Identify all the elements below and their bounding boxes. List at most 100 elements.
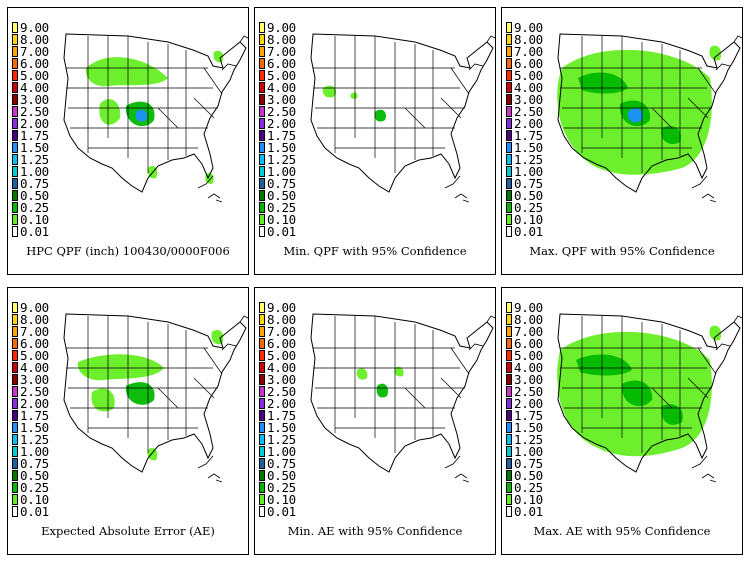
legend-label: 8.00 — [267, 312, 296, 327]
precip-area — [576, 354, 632, 376]
panel-caption: Max. QPF with 95% Confidence — [529, 244, 715, 258]
legend-label: 0.10 — [514, 492, 543, 507]
state-boundary — [440, 377, 462, 399]
country-outline — [310, 313, 494, 473]
legend-swatch — [12, 482, 18, 493]
state-boundary — [687, 377, 709, 399]
legend-swatch — [506, 202, 512, 213]
legend-label: 1.75 — [514, 408, 543, 423]
legend-label: 2.00 — [267, 396, 296, 411]
legend-swatch — [259, 494, 265, 505]
panel-min-qpf: 9.00 8.00 7.00 6.00 5.00 4.00 3.00 2.50 2.00 1.75… — [254, 7, 496, 275]
legend-swatch — [259, 190, 265, 201]
legend-label: 7.00 — [514, 324, 543, 339]
coastline — [207, 193, 221, 199]
legend-swatch — [259, 70, 265, 81]
legend-swatch — [12, 422, 18, 433]
legend-scale: 9.00 8.00 7.00 6.00 5.00 4.00 3.00 2.50 2.00 1.75… — [506, 21, 546, 242]
legend-label: 1.25 — [267, 432, 296, 447]
legend-label: 6.00 — [514, 336, 543, 351]
legend-swatch — [12, 302, 18, 313]
legend-swatch — [506, 166, 512, 177]
legend-swatch — [506, 338, 512, 349]
legend-swatch — [506, 446, 512, 457]
legend-swatch — [259, 202, 265, 213]
legend-label: 9.00 — [267, 300, 296, 315]
legend-label: 0.01 — [20, 224, 49, 239]
coastline — [486, 35, 495, 43]
coastline — [733, 35, 742, 43]
legend-label: 0.10 — [20, 212, 49, 227]
legend-swatch — [259, 422, 265, 433]
legend-swatch — [12, 34, 18, 45]
legend-swatch — [506, 22, 512, 33]
legend-label: 0.75 — [20, 456, 49, 471]
legend-swatch — [259, 214, 265, 225]
legend-swatch — [506, 94, 512, 105]
legend-label: 5.00 — [267, 348, 296, 363]
legend-label: 5.00 — [20, 348, 49, 363]
legend-swatch — [259, 374, 265, 385]
coastline — [221, 63, 237, 71]
state-boundary — [697, 347, 717, 375]
legend-label: 0.10 — [514, 212, 543, 227]
legend-swatch — [506, 178, 512, 189]
legend-swatch — [506, 326, 512, 337]
legend-label: 0.01 — [267, 504, 296, 519]
legend-swatch — [259, 338, 265, 349]
legend-swatch — [12, 178, 18, 189]
precip-area — [350, 92, 358, 99]
panel-caption: Max. AE with 95% Confidence — [533, 524, 711, 538]
legend-swatch — [12, 118, 18, 129]
legend-label: 0.01 — [20, 504, 49, 519]
coastline — [468, 63, 484, 71]
legend-swatch — [259, 326, 265, 337]
legend-swatch — [12, 166, 18, 177]
legend-swatch — [506, 458, 512, 469]
legend-swatch — [259, 398, 265, 409]
state-boundary — [697, 67, 717, 95]
legend-swatch — [506, 70, 512, 81]
legend-swatch — [506, 190, 512, 201]
precip-area — [394, 366, 404, 377]
legend-swatch — [12, 362, 18, 373]
legend-label: 1.50 — [20, 420, 49, 435]
legend-swatch — [12, 374, 18, 385]
coastline — [454, 193, 468, 199]
legend-label: 0.01 — [514, 504, 543, 519]
legend-label: 2.00 — [20, 116, 49, 131]
legend-scale: 9.00 8.00 7.00 6.00 5.00 4.00 3.00 2.50 2.00 1.75… — [12, 21, 52, 242]
legend-swatch — [259, 482, 265, 493]
legend-label: 0.01 — [267, 224, 296, 239]
coastline — [715, 63, 731, 71]
precip-area — [627, 108, 643, 123]
legend-label: 2.50 — [20, 384, 49, 399]
precip-area — [709, 325, 722, 341]
precip-map — [557, 313, 742, 483]
coastline — [207, 473, 221, 479]
legend-label: 0.10 — [20, 492, 49, 507]
legend-label: 1.50 — [20, 140, 49, 155]
legend-scale: 9.00 8.00 7.00 6.00 5.00 4.00 3.00 2.50 2.00 1.75… — [259, 21, 299, 242]
legend-label: 7.00 — [20, 324, 49, 339]
legend-label: 8.00 — [20, 32, 49, 47]
coastline — [462, 199, 470, 203]
precip-area — [125, 382, 155, 405]
legend-label: 0.25 — [20, 480, 49, 495]
precip-area — [77, 354, 164, 381]
state-boundary — [651, 107, 673, 129]
legend-label: 2.50 — [20, 104, 49, 119]
legend-label: 1.50 — [267, 420, 296, 435]
legend-swatch — [506, 106, 512, 117]
legend-label: 0.50 — [514, 468, 543, 483]
legend-label: 6.00 — [267, 56, 296, 71]
legend-swatch — [259, 226, 265, 237]
precip-area — [661, 125, 681, 145]
legend-swatch — [506, 58, 512, 69]
legend-label: 1.75 — [20, 128, 49, 143]
coastline — [733, 315, 742, 323]
legend-label: 5.00 — [20, 68, 49, 83]
legend-swatch — [259, 446, 265, 457]
state-boundary — [157, 387, 179, 409]
legend-label: 1.50 — [267, 140, 296, 155]
